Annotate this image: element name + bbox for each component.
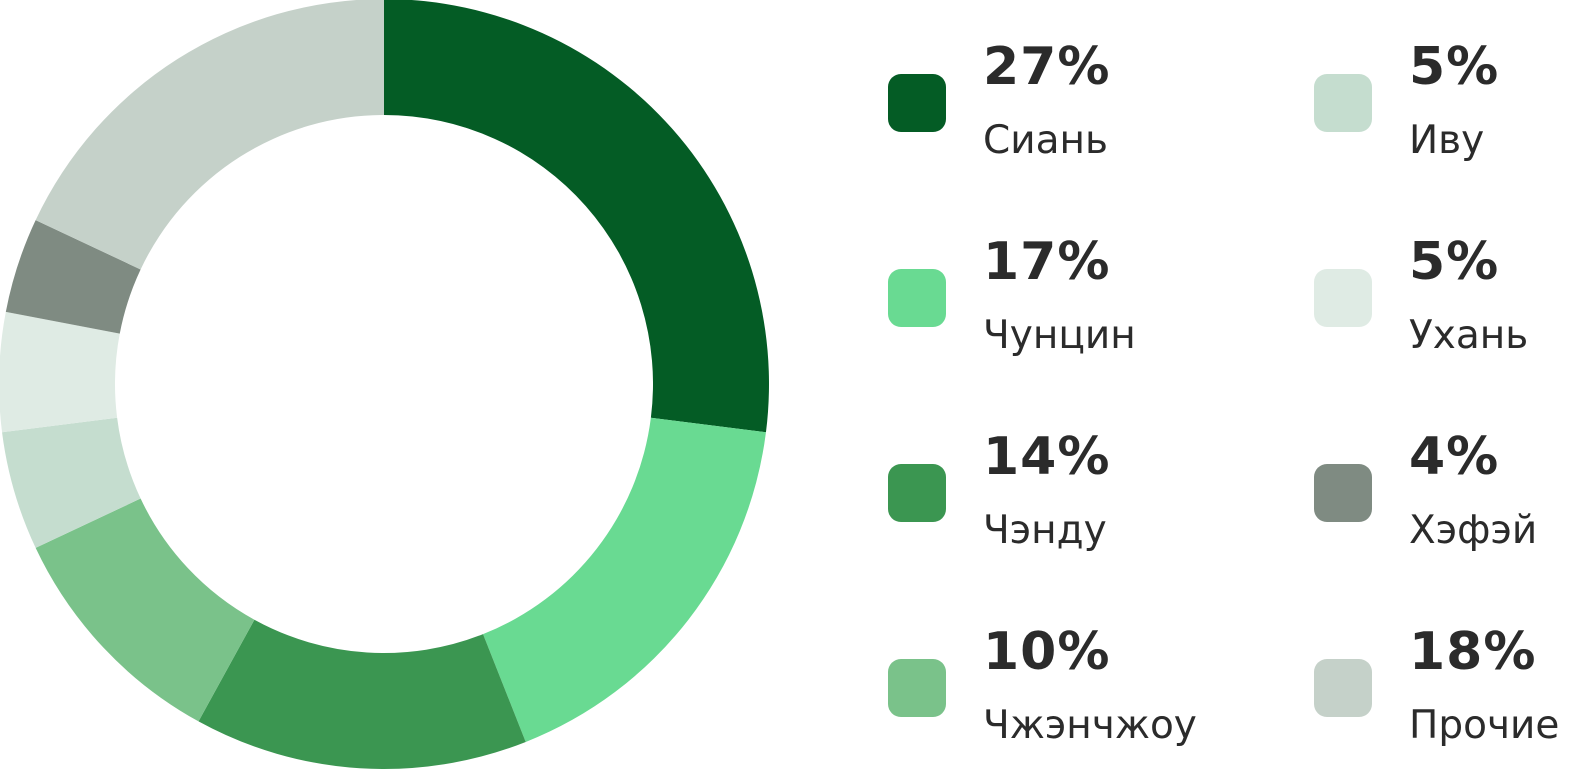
- legend-label: Сиань: [983, 118, 1108, 163]
- legend-swatch: [1314, 74, 1372, 132]
- legend-item-wuhan: 5% Ухань: [1314, 195, 1590, 358]
- legend-item-chongqing: 17% Чунцин: [888, 195, 1218, 358]
- donut-slice-3: [35, 498, 255, 722]
- legend-item-yiwu: 5% Иву: [1314, 0, 1590, 163]
- legend-percent: 5%: [1409, 37, 1500, 97]
- legend-percent: 27%: [983, 37, 1111, 97]
- chart-legend: 27% Сиань 17% Чунцин 14% Чэнду 10% Чжэнч…: [888, 0, 1590, 780]
- donut-slice-4: [2, 417, 141, 548]
- legend-swatch: [888, 74, 946, 132]
- legend-item-other: 18% Прочие: [1314, 585, 1590, 748]
- legend-swatch: [888, 464, 946, 522]
- legend-swatch: [888, 269, 946, 327]
- legend-percent: 5%: [1409, 232, 1500, 292]
- legend-label: Чунцин: [983, 313, 1136, 358]
- legend-label: Хэфэй: [1409, 508, 1538, 553]
- legend-percent: 18%: [1409, 622, 1537, 682]
- donut-slice-1: [483, 417, 766, 742]
- legend-item-chengdu: 14% Чэнду: [888, 390, 1218, 553]
- donut-slice-0: [384, 0, 769, 433]
- legend-percent: 14%: [983, 427, 1111, 487]
- legend-percent: 4%: [1409, 427, 1500, 487]
- donut-slice-7: [35, 0, 384, 270]
- legend-label: Чэнду: [983, 508, 1107, 553]
- legend-item-zhengzhou: 10% Чжэнчжоу: [888, 585, 1218, 748]
- legend-swatch: [1314, 659, 1372, 717]
- legend-swatch: [1314, 269, 1372, 327]
- legend-percent: 17%: [983, 232, 1111, 292]
- legend-label: Чжэнчжоу: [983, 703, 1197, 748]
- legend-label: Ухань: [1409, 313, 1529, 358]
- legend-swatch: [1314, 464, 1372, 522]
- legend-item-xian: 27% Сиань: [888, 0, 1218, 163]
- legend-label: Прочие: [1409, 703, 1560, 748]
- donut-slice-2: [198, 619, 526, 770]
- donut-slice-6: [5, 220, 141, 334]
- donut-chart: [0, 0, 769, 770]
- legend-swatch: [888, 659, 946, 717]
- legend-item-hefei: 4% Хэфэй: [1314, 390, 1590, 553]
- legend-percent: 10%: [983, 622, 1111, 682]
- legend-label: Иву: [1409, 118, 1485, 163]
- donut-slice-5: [0, 311, 120, 433]
